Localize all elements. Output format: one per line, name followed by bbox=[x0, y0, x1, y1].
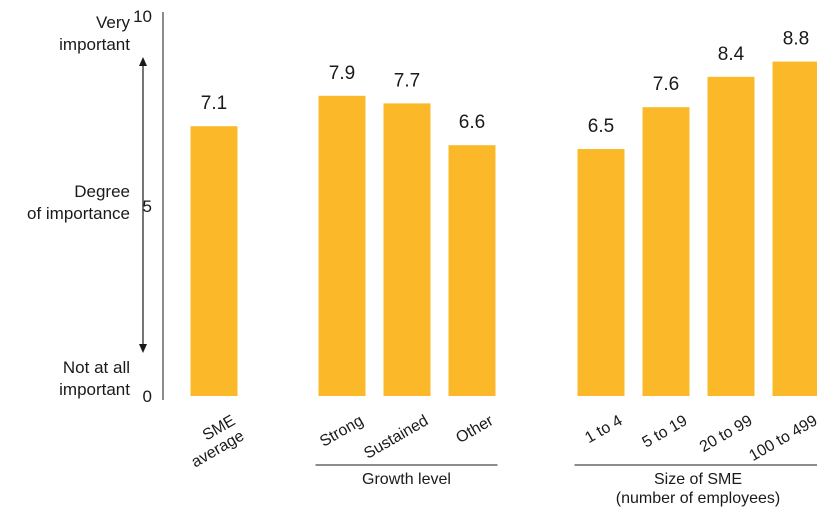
group-label: Growth level bbox=[362, 471, 451, 488]
x-category-label: Sustained bbox=[361, 412, 431, 462]
left-label-top: important bbox=[59, 35, 130, 54]
left-label-middle: Degree bbox=[74, 182, 130, 201]
bar bbox=[707, 76, 755, 397]
bar bbox=[577, 149, 625, 396]
group-label: (number of employees) bbox=[616, 490, 781, 507]
x-category-label-line: 5 to 19 bbox=[640, 412, 691, 451]
bar-value-label: 8.8 bbox=[783, 29, 809, 50]
bar-value-label: 7.9 bbox=[329, 63, 355, 84]
x-category-label: Other bbox=[453, 412, 497, 447]
bar-value-label: 6.5 bbox=[588, 116, 614, 137]
bar bbox=[642, 107, 690, 396]
bar bbox=[318, 95, 366, 397]
x-category-label-line: 1 to 4 bbox=[582, 412, 625, 447]
bar-value-label: 8.4 bbox=[718, 44, 745, 65]
bar-value-label: 7.1 bbox=[201, 93, 227, 114]
x-category-label-line: 100 to 499 bbox=[746, 412, 817, 465]
x-category-label: 5 to 19 bbox=[640, 412, 691, 451]
left-label-bottom: Not at all bbox=[63, 358, 130, 377]
left-label-top: Very bbox=[96, 13, 131, 32]
arrow-down-icon bbox=[139, 344, 147, 353]
left-label-middle: of importance bbox=[27, 204, 130, 223]
bar bbox=[383, 103, 431, 397]
left-label-bottom: important bbox=[59, 380, 130, 399]
y-tick-label: 10 bbox=[133, 7, 152, 26]
arrow-up-icon bbox=[139, 57, 147, 66]
y-tick-label: 0 bbox=[143, 387, 152, 406]
x-category-label-line: Strong bbox=[317, 412, 366, 450]
bar-value-label: 7.7 bbox=[394, 70, 420, 91]
bar bbox=[448, 145, 496, 396]
y-tick-label: 5 bbox=[143, 197, 152, 216]
bar bbox=[190, 126, 238, 396]
group-label: Size of SME bbox=[654, 471, 742, 488]
x-category-label-line: Sustained bbox=[361, 412, 431, 462]
x-category-label: Strong bbox=[317, 412, 366, 450]
x-category-label: SMEaverage bbox=[180, 412, 247, 471]
bar bbox=[772, 61, 817, 396]
x-category-label: 1 to 4 bbox=[582, 412, 625, 447]
x-category-label-line: Other bbox=[453, 412, 497, 447]
bar-value-label: 6.6 bbox=[459, 112, 485, 133]
x-category-label: 100 to 499 bbox=[746, 412, 817, 465]
bar-value-label: 7.6 bbox=[653, 74, 679, 95]
